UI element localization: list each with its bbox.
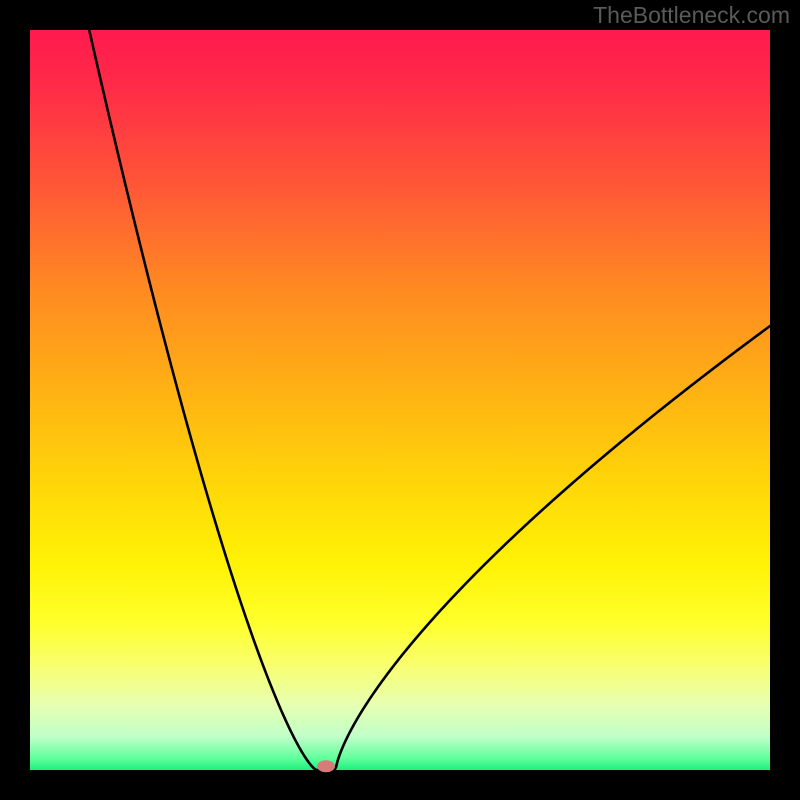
- chart-frame: TheBottleneck.com: [0, 0, 800, 800]
- bottleneck-chart: [0, 0, 800, 800]
- watermark-text: TheBottleneck.com: [593, 2, 790, 29]
- optimum-marker: [317, 760, 335, 772]
